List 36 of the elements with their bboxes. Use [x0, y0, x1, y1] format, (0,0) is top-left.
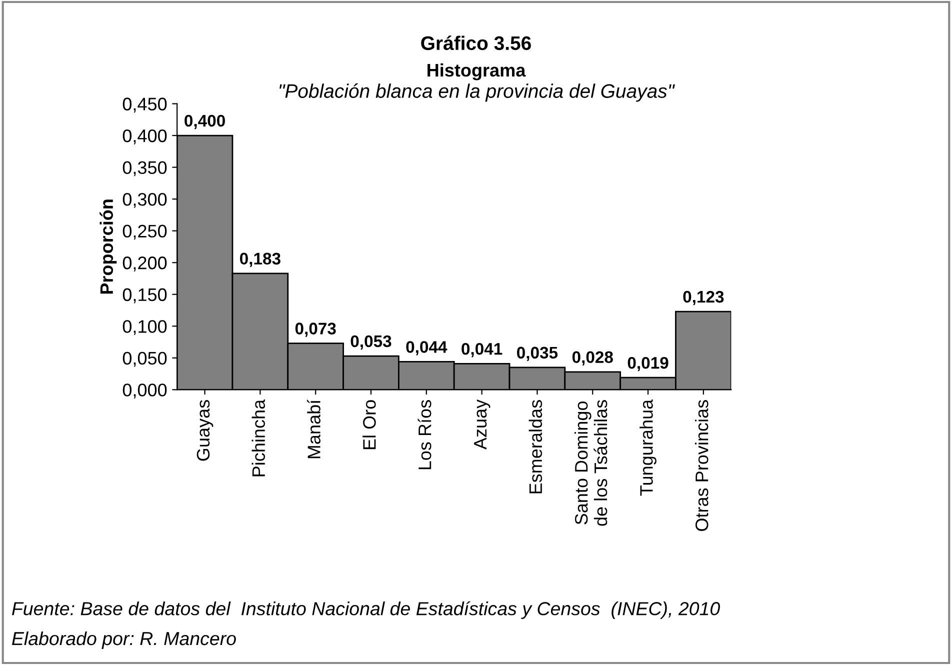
data-label: 0,053 — [350, 335, 392, 350]
chart-subtitle: Histograma — [428, 63, 526, 80]
x-tick-label: Guayas — [196, 400, 214, 461]
y-tick-label: 0,250 — [122, 224, 167, 240]
x-tick-label: Tungurahua — [640, 399, 656, 496]
x-tick-label: Otras Provincias — [695, 400, 708, 531]
x-tick-label: Azuay — [474, 399, 490, 450]
x-tick-label: Los Ríos — [418, 400, 432, 470]
data-label: 0,019 — [628, 356, 668, 372]
y-tick-label: 0,200 — [122, 256, 167, 272]
y-tick-label: 0,050 — [122, 352, 167, 367]
data-label: 0,044 — [406, 341, 448, 356]
y-tick-label: 0,400 — [122, 129, 167, 144]
text: "Población blanca en la provincia del Guayas" — [280, 83, 675, 102]
chart-title: Gráfico 3.56 — [421, 36, 531, 50]
source-note: Fuente: Base de datos del Instituto Nacional de Estadísticas y Censos (INEC), 2010 — [12, 601, 720, 620]
data-label: 0,028 — [572, 351, 613, 366]
data-label: 0,041 — [462, 342, 502, 358]
x-tick-label: Manabí — [306, 399, 320, 458]
y-tick-label: 0,100 — [122, 320, 167, 335]
data-label: 0,035 — [517, 346, 558, 362]
y-axis-title: Proporción — [100, 200, 117, 294]
data-label: 0,183 — [240, 252, 280, 267]
y-tick-label: 0,450 — [122, 98, 167, 113]
y-tick-label: 0,300 — [122, 192, 167, 208]
y-tick-label: 0,000 — [122, 384, 167, 399]
data-label: 0,400 — [184, 114, 225, 130]
x-tick-label: Pichincha — [252, 399, 266, 476]
data-label: 0,123 — [683, 290, 724, 306]
y-tick-label: 0,350 — [122, 161, 167, 176]
x-tick-label: El Oro — [362, 400, 376, 450]
data-label: 0,073 — [295, 322, 336, 337]
x-tick-label: Esmeraldas — [528, 400, 542, 494]
text: Elaborado por: R. Mancero — [12, 631, 236, 649]
x-tick-label: Santo Domingo de los Tsáchilas — [574, 400, 608, 526]
y-tick-label: 0,150 — [122, 288, 167, 304]
